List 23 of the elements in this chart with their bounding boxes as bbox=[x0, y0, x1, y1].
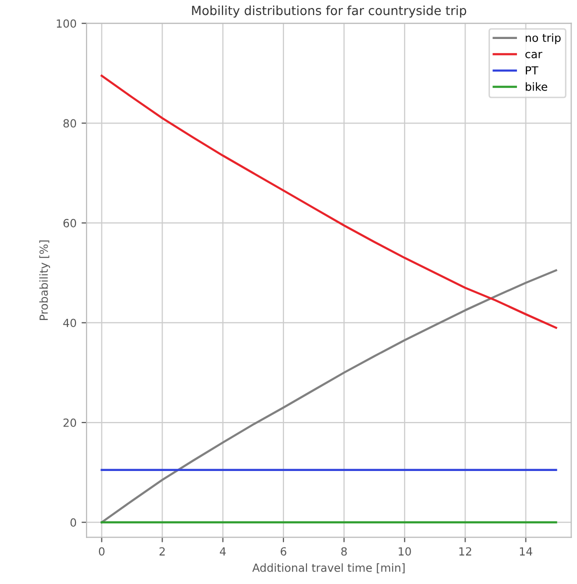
legend-label: car bbox=[525, 52, 542, 58]
x-tick-label: 14 bbox=[520, 547, 532, 556]
y-tick-label: 100 bbox=[56, 19, 76, 28]
y-tick-label: 40 bbox=[63, 318, 76, 328]
x-tick-label: 12 bbox=[459, 547, 472, 556]
y-tick-label: 60 bbox=[63, 218, 76, 228]
x-tick-label: 8 bbox=[341, 547, 347, 556]
y-tick-label: 0 bbox=[70, 518, 76, 527]
y-axis-title: Probability [%] bbox=[39, 240, 50, 320]
legend-label: no trip bbox=[526, 33, 561, 44]
x-tick-label: 4 bbox=[220, 547, 226, 556]
legend-label: bike bbox=[526, 82, 548, 91]
y-tick-label: 80 bbox=[63, 119, 76, 128]
x-tick-label: 10 bbox=[398, 547, 411, 556]
y-tick-label: 20 bbox=[64, 418, 76, 427]
line-series bbox=[100, 74, 558, 329]
legend-label: PT bbox=[526, 66, 538, 74]
x-tick-label: 0 bbox=[98, 547, 104, 556]
x-axis-title: Additional travel time [min] bbox=[252, 563, 405, 574]
line-series bbox=[100, 269, 558, 524]
x-tick-label: 6 bbox=[280, 547, 286, 556]
chart-title: Mobility distributions for far countryside trip bbox=[192, 6, 466, 18]
x-tick-label: 2 bbox=[160, 547, 165, 556]
